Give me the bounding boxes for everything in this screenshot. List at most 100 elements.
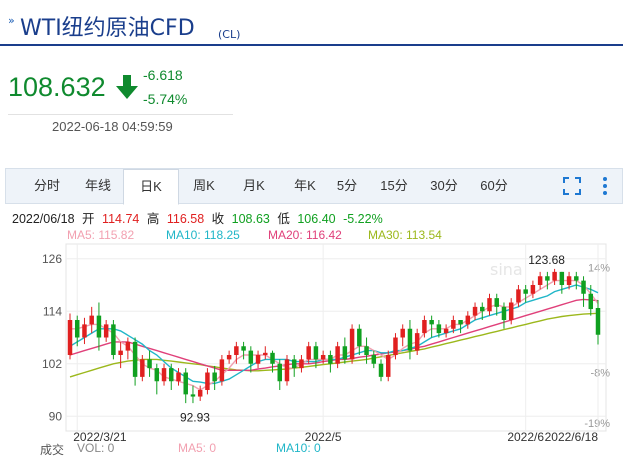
- ma20-legend: MA20: 116.42: [268, 228, 342, 242]
- candle-body: [335, 346, 340, 364]
- y-tick-label: 114: [43, 304, 62, 318]
- candle-body: [176, 372, 181, 382]
- tab-weekly-k[interactable]: 周K: [193, 178, 215, 193]
- candle-body: [219, 359, 225, 382]
- candle-body: [595, 308, 601, 335]
- candle-body: [197, 390, 203, 397]
- candle-body: [234, 346, 239, 355]
- candle-body: [263, 352, 268, 355]
- high-annotation: 123.68: [528, 253, 565, 267]
- open-value: 114.74: [102, 212, 140, 226]
- candle-body: [183, 372, 188, 395]
- price-change: -6.618: [143, 67, 183, 83]
- candle-body: [284, 359, 290, 382]
- symbol-code: (CL): [218, 28, 241, 41]
- tab-intraday[interactable]: 分时: [33, 178, 60, 193]
- candle-body: [574, 276, 579, 281]
- pct-tick-label: -19%: [584, 418, 610, 430]
- tab-5min[interactable]: 5分: [336, 178, 358, 193]
- page-title: WTI纽约原油CFD: [20, 16, 195, 41]
- fullscreen-icon[interactable]: [563, 177, 581, 195]
- ma30-legend: MA30: 113.54: [368, 228, 442, 242]
- title-underline: [0, 44, 623, 46]
- candle-body: [328, 355, 333, 364]
- high-label: 高: [146, 212, 160, 226]
- candle-body: [82, 324, 87, 338]
- candle-body: [342, 346, 348, 360]
- candle-body: [451, 320, 456, 329]
- candle-body: [255, 355, 261, 364]
- y-tick-label: 102: [42, 357, 62, 371]
- tab-year-line[interactable]: 年线: [84, 178, 111, 193]
- ma10-legend: MA10: 118.25: [166, 228, 240, 242]
- candle-body: [508, 302, 514, 320]
- vol-ma5: MA5: 0: [178, 441, 217, 455]
- candle-body: [429, 320, 434, 325]
- plot-frame: [65, 243, 607, 432]
- candle-body: [349, 328, 355, 360]
- candle-body: [422, 320, 427, 334]
- tab-yearly-k[interactable]: 年K: [294, 178, 316, 193]
- candle-body: [241, 346, 246, 351]
- candle-body: [161, 368, 167, 382]
- candle-body: [371, 355, 377, 364]
- candle-body: [494, 298, 499, 307]
- candle-body: [581, 280, 586, 294]
- candle-body: [125, 341, 131, 351]
- candle-body: [111, 324, 116, 355]
- candle-body: [545, 276, 550, 281]
- candle-body: [96, 315, 102, 338]
- candlestick-chart[interactable]: 126 114 102 90 14% -8% -19% 2022/3/21 2022/5 2022…: [0, 240, 623, 459]
- x-tick-label: 2022/6: [507, 430, 544, 444]
- pct-value: -5.22%: [343, 212, 383, 226]
- tab-15min[interactable]: 15分: [380, 178, 408, 193]
- period-tabs: 分时 年线 日K 周K 月K 年K 5分 15分 30分 60分: [5, 168, 623, 205]
- candle-body: [132, 341, 138, 377]
- candle-body: [103, 324, 109, 338]
- double-chevron-icon: »: [8, 14, 15, 27]
- candle-body: [487, 298, 492, 312]
- tab-monthly-k[interactable]: 月K: [243, 178, 265, 193]
- candle-body: [89, 315, 94, 325]
- price-change-percent: -5.74%: [143, 91, 188, 107]
- candle-body: [291, 359, 297, 369]
- candle-body: [588, 293, 594, 310]
- candle-body: [407, 328, 413, 351]
- candle-body: [501, 306, 507, 320]
- candle-body: [320, 355, 326, 360]
- x-tick-label: 2022/6/18: [545, 430, 599, 444]
- candle-body: [226, 355, 232, 360]
- candle-body: [386, 355, 391, 377]
- open-label: 开: [82, 212, 95, 226]
- candle-body: [516, 289, 521, 303]
- candle-body: [378, 363, 384, 377]
- tab-60min[interactable]: 60分: [480, 178, 508, 193]
- more-vertical-icon[interactable]: [602, 175, 608, 197]
- candle-body: [147, 359, 152, 369]
- title-bar: » WTI纽约原油CFD (CL): [0, 0, 623, 46]
- low-annotation: 92.93: [180, 410, 210, 424]
- watermark: sina: [490, 260, 523, 279]
- candle-body: [299, 359, 304, 369]
- candle-body: [74, 320, 80, 338]
- tab-daily-k[interactable]: 日K: [123, 169, 179, 205]
- low-label: 低: [277, 212, 290, 226]
- tab-30min[interactable]: 30分: [430, 178, 458, 193]
- candle-body: [436, 324, 442, 334]
- candle-body: [364, 346, 369, 355]
- candle-body: [270, 352, 275, 364]
- y-tick-label: 126: [42, 252, 62, 266]
- x-tick-label: 2022/5: [305, 430, 342, 444]
- candle-body: [357, 328, 362, 347]
- candle-body: [190, 394, 196, 397]
- candle-body: [248, 350, 254, 364]
- candle-body: [277, 363, 282, 382]
- candle-body: [140, 359, 145, 377]
- candle-body: [443, 328, 449, 334]
- ma30-line: [69, 312, 599, 378]
- candle-body: [313, 346, 319, 360]
- pct-tick-label: -8%: [590, 368, 610, 380]
- down-arrow-icon: [116, 75, 138, 99]
- candle-body: [465, 315, 471, 325]
- vol-ma10: MA10: 0: [276, 441, 321, 455]
